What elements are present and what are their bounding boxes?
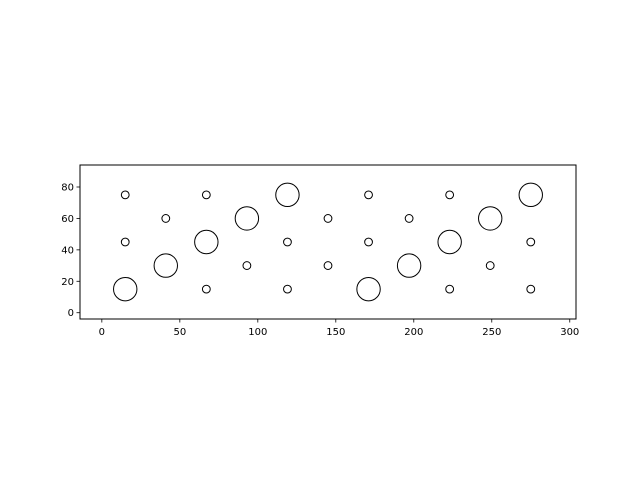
small-circle-14 — [445, 190, 455, 200]
large-circle-6 — [396, 253, 422, 278]
small-circle-5 — [242, 261, 252, 270]
small-circle-11 — [364, 190, 373, 200]
small-circle-13 — [445, 284, 455, 294]
y-tick-label-4: 80 — [61, 183, 74, 194]
large-circle-9 — [518, 182, 543, 208]
large-circle-4 — [275, 182, 300, 208]
small-circle-3 — [201, 284, 211, 294]
x-tick-label-5: 250 — [482, 327, 501, 338]
y-tick-label-2: 40 — [61, 245, 74, 256]
x-axis-ticks: 0 50 100 150 200 250 300 — [99, 319, 579, 338]
large-circle-3 — [234, 206, 260, 231]
y-tick-label-3: 60 — [61, 214, 74, 225]
y-tick-label-1: 20 — [61, 277, 74, 288]
small-circle-17 — [526, 237, 536, 247]
y-axis-ticks: 0 20 40 60 80 — [61, 183, 80, 319]
plot-frame — [79, 164, 577, 320]
large-circle-5 — [356, 276, 381, 302]
y-tick-label-0: 0 — [68, 308, 74, 319]
circles-layer — [113, 182, 543, 302]
large-circle-0 — [113, 276, 138, 302]
small-circle-8 — [323, 261, 333, 270]
x-tick-label-6: 300 — [560, 327, 579, 338]
small-circle-2 — [161, 214, 171, 223]
small-circle-4 — [201, 190, 211, 200]
x-tick-label-4: 200 — [404, 327, 423, 338]
small-circle-0 — [120, 237, 130, 247]
x-tick-label-0: 0 — [99, 327, 105, 338]
small-circle-10 — [364, 237, 373, 247]
small-circle-6 — [283, 284, 292, 294]
x-tick-label-2: 100 — [248, 327, 267, 338]
large-circle-2 — [194, 229, 219, 255]
small-circle-16 — [526, 284, 536, 294]
large-circle-7 — [437, 229, 462, 255]
x-tick-label-1: 50 — [173, 327, 186, 338]
large-circle-8 — [478, 206, 503, 231]
small-circle-1 — [120, 190, 130, 200]
x-tick-label-3: 150 — [326, 327, 345, 338]
small-circle-15 — [485, 261, 495, 270]
large-circle-1 — [153, 253, 178, 278]
small-circle-9 — [323, 214, 333, 223]
small-circle-7 — [283, 237, 292, 247]
small-circle-12 — [404, 214, 414, 223]
